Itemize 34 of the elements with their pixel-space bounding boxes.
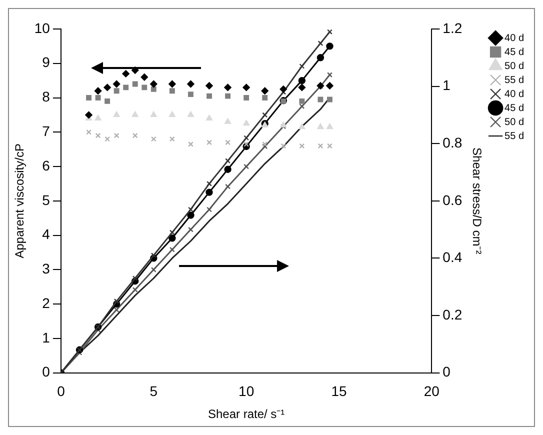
y2-tick-label: 0.6 — [442, 192, 462, 208]
legend-label: 50 d — [504, 116, 524, 128]
x-tick-label: 10 — [238, 383, 254, 400]
y-tick-label: 7 — [42, 123, 50, 139]
legend-label: 40 d — [504, 88, 524, 100]
y2-tick-label: 0 — [442, 364, 451, 380]
y-tick-label: 9 — [42, 54, 50, 70]
y-tick-label: 2 — [42, 294, 50, 311]
y-tick-label: 3 — [42, 260, 50, 277]
y-tick-label: 10 — [34, 20, 50, 36]
y-tick-label: 4 — [42, 226, 50, 242]
x-tick-label: 5 — [150, 383, 158, 400]
y-tick-label: 8 — [42, 88, 50, 105]
y2-tick-label: 1 — [442, 77, 451, 94]
y2-axis-title: Shear stress/D cm⁻² — [470, 148, 484, 254]
y2-tick-label: 0.4 — [442, 249, 462, 266]
x-tick-label: 0 — [57, 383, 66, 400]
x-tick-label: 15 — [331, 383, 347, 400]
x-tick-label: 20 — [424, 383, 440, 400]
y2-tick-label: 0.8 — [442, 134, 462, 150]
legend-label: 55 d — [504, 130, 524, 142]
y-axis-title: Apparent viscosity/cP — [12, 144, 27, 258]
legend-label: 45 d — [504, 46, 524, 58]
legend-label: 55 d — [504, 74, 524, 86]
y-tick-label: 0 — [42, 364, 50, 380]
y-tick-label: 1 — [42, 329, 50, 346]
y2-tick-label: 1.2 — [442, 20, 462, 36]
y-tick-label: 6 — [42, 157, 50, 174]
legend-label: 50 d — [504, 60, 524, 72]
x-axis-title: Shear rate/ s⁻¹ — [208, 407, 285, 422]
y2-tick-label: 0.2 — [442, 306, 462, 322]
legend-label: 40 d — [504, 32, 524, 44]
y-tick-label: 5 — [42, 192, 50, 208]
legend-label: 45 d — [504, 102, 524, 114]
